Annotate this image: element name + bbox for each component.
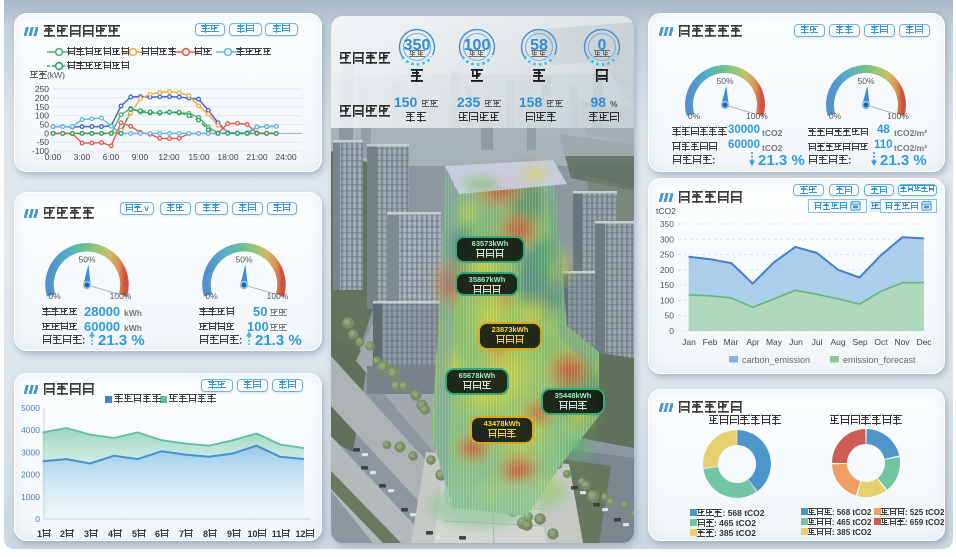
svg-text:150: 150 [35, 102, 49, 112]
svg-text:0: 0 [669, 326, 674, 336]
svg-text:15:00: 15:00 [188, 152, 210, 162]
svg-text:5000: 5000 [21, 403, 40, 413]
svg-text:100: 100 [464, 37, 491, 54]
svg-text:0%: 0% [205, 291, 218, 301]
svg-text:100: 100 [660, 295, 674, 305]
svg-text:100%: 100% [110, 291, 132, 301]
svg-text:May: May [766, 337, 783, 347]
svg-text:100%: 100% [267, 291, 289, 301]
svg-text:50%: 50% [78, 255, 95, 265]
svg-text:Sep: Sep [852, 337, 867, 347]
svg-text:100: 100 [35, 111, 49, 121]
svg-text:Apr: Apr [746, 337, 759, 347]
svg-text:21:00: 21:00 [246, 152, 268, 162]
svg-text:150: 150 [660, 280, 674, 290]
svg-text:0:00: 0:00 [45, 152, 62, 162]
svg-text:3000: 3000 [21, 447, 40, 457]
svg-text:200: 200 [660, 265, 674, 275]
svg-text:50%: 50% [235, 255, 252, 265]
svg-text:250: 250 [660, 250, 674, 260]
svg-text:9:00: 9:00 [132, 152, 149, 162]
svg-text:Jun: Jun [789, 337, 803, 347]
svg-text:Oct: Oct [874, 337, 888, 347]
svg-text:0%: 0% [688, 111, 701, 121]
svg-text:0: 0 [35, 514, 40, 524]
svg-text:50%: 50% [716, 76, 733, 86]
svg-text:50: 50 [40, 120, 50, 130]
svg-text:18:00: 18:00 [217, 152, 239, 162]
svg-text:-100: -100 [32, 146, 49, 156]
svg-text:300: 300 [660, 234, 674, 244]
svg-text:emission_forecast: emission_forecast [843, 355, 916, 365]
svg-text:1000: 1000 [21, 492, 40, 502]
svg-text:12:00: 12:00 [158, 152, 180, 162]
svg-text:0: 0 [598, 37, 607, 54]
svg-text:0%: 0% [48, 291, 61, 301]
svg-text:3:00: 3:00 [74, 152, 91, 162]
svg-text:carbon_emission: carbon_emission [742, 355, 810, 365]
svg-text:Dec: Dec [916, 337, 932, 347]
svg-text:6:00: 6:00 [103, 152, 120, 162]
svg-text:200: 200 [35, 93, 49, 103]
svg-text:24:00: 24:00 [275, 152, 297, 162]
svg-text:2000: 2000 [21, 470, 40, 480]
svg-text:100%: 100% [887, 111, 909, 121]
svg-text:0%: 0% [829, 111, 842, 121]
svg-text:250: 250 [35, 84, 49, 94]
svg-text:4000: 4000 [21, 425, 40, 435]
svg-text:-50: -50 [37, 137, 50, 147]
svg-text:Nov: Nov [894, 337, 910, 347]
svg-text:350: 350 [660, 219, 674, 229]
svg-text:58: 58 [530, 37, 548, 54]
svg-text:50%: 50% [857, 76, 874, 86]
svg-text:0: 0 [44, 128, 49, 138]
svg-text:Aug: Aug [830, 337, 845, 347]
svg-text:50: 50 [665, 311, 675, 321]
svg-text:350: 350 [404, 37, 431, 54]
svg-text:Jan: Jan [682, 337, 696, 347]
svg-text:Mar: Mar [724, 337, 739, 347]
svg-text:100%: 100% [746, 111, 768, 121]
svg-text:Feb: Feb [703, 337, 718, 347]
svg-text:Jul: Jul [812, 337, 823, 347]
